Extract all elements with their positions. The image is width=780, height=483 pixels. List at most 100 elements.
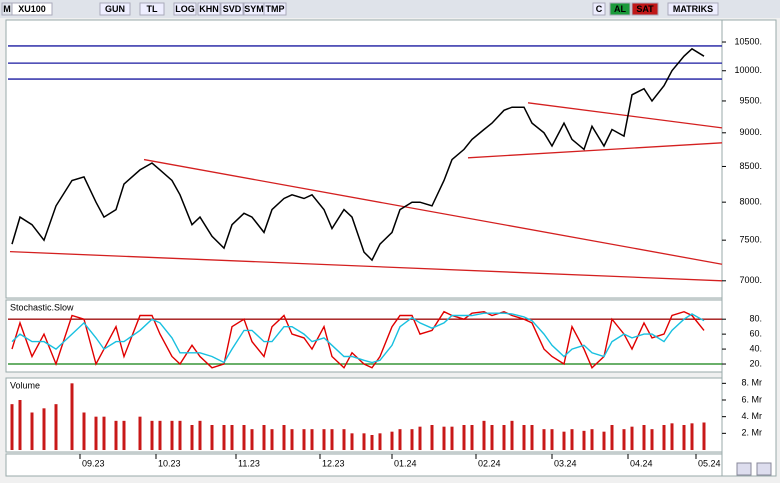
x-tick-label: 02.24	[478, 458, 501, 468]
x-tick-label: 03.24	[554, 458, 577, 468]
toolbar-button[interactable]	[139, 2, 165, 16]
stochastic-panel	[5, 299, 723, 373]
bar	[522, 425, 526, 450]
bar	[542, 429, 546, 450]
bar	[390, 431, 394, 450]
toolbar-label[interactable]: M	[3, 4, 11, 14]
toolbar-button[interactable]	[99, 2, 131, 16]
bar	[590, 429, 594, 450]
bar	[650, 429, 654, 450]
bar	[262, 425, 266, 450]
y-tick-label: 40.	[749, 343, 762, 353]
toolbar-button[interactable]	[197, 2, 221, 16]
bar	[310, 429, 314, 450]
y-tick-label: 9500.	[739, 95, 762, 105]
toolbar-button[interactable]	[263, 2, 287, 16]
bar	[378, 433, 382, 450]
bar	[290, 429, 294, 450]
toolbar-label[interactable]: XU100	[18, 4, 46, 14]
bar	[190, 425, 194, 450]
trend-line	[527, 102, 723, 129]
y-tick-label: 8500.	[739, 161, 762, 171]
bar	[322, 429, 326, 450]
y-tick-label: 9000.	[739, 127, 762, 137]
toolbar-label[interactable]: KHN	[199, 4, 219, 14]
bar	[622, 429, 626, 450]
toolbar-label[interactable]: AL	[614, 4, 626, 14]
y-tick-label: 2. Mr	[741, 428, 762, 438]
toolbar-button[interactable]	[173, 2, 197, 16]
y-tick-label: 7500.	[739, 235, 762, 245]
bar	[362, 433, 366, 450]
toolbar-label[interactable]: SAT	[636, 4, 654, 14]
toolbar-label[interactable]: TMP	[266, 4, 285, 14]
bar	[18, 400, 22, 450]
toolbar-button[interactable]	[592, 2, 606, 16]
bar	[442, 426, 446, 450]
bar	[530, 425, 534, 450]
bar	[230, 425, 234, 450]
toolbar-button[interactable]	[11, 2, 53, 16]
bar	[398, 429, 402, 450]
y-tick-label: 4. Mr	[741, 411, 762, 421]
bar	[250, 429, 254, 450]
x-tick-label: 01.24	[394, 458, 417, 468]
bar	[610, 425, 614, 450]
y-tick-label: 8000.	[739, 197, 762, 207]
bar	[662, 425, 666, 450]
toolbar-button[interactable]	[667, 2, 719, 16]
y-tick-label: 10500.	[734, 36, 762, 46]
trend-line	[9, 251, 723, 282]
bar	[410, 429, 414, 450]
bar	[94, 416, 98, 450]
bar	[702, 422, 706, 450]
data-line	[11, 310, 705, 369]
bar	[670, 423, 674, 450]
scroll-button[interactable]	[736, 462, 752, 476]
bar	[470, 425, 474, 450]
bar	[370, 435, 374, 450]
bar	[302, 429, 306, 450]
bar	[30, 412, 34, 450]
toolbar-label[interactable]: SYM	[244, 4, 264, 14]
zoom-button[interactable]	[756, 462, 772, 476]
bar	[690, 423, 694, 450]
value-axis	[721, 19, 777, 477]
toolbar-button[interactable]	[631, 2, 659, 16]
bar	[682, 425, 686, 450]
bar	[450, 426, 454, 450]
panel-title: Volume	[10, 380, 40, 390]
bar	[42, 408, 46, 450]
bar	[490, 425, 494, 450]
x-tick-label: 09.23	[82, 458, 105, 468]
bar	[582, 430, 586, 450]
bar	[82, 412, 86, 450]
bar	[462, 425, 466, 450]
date-axis	[5, 453, 723, 477]
bar	[198, 420, 202, 450]
toolbar-label[interactable]: GUN	[105, 4, 125, 14]
bar	[10, 404, 14, 450]
bar	[550, 429, 554, 450]
toolbar-label[interactable]: C	[596, 4, 603, 14]
bar	[562, 431, 566, 450]
y-tick-label: 7000.	[739, 275, 762, 285]
y-tick-label: 8. Mr	[741, 378, 762, 388]
toolbar-label[interactable]: SVD	[223, 4, 242, 14]
bar	[114, 420, 118, 450]
bar	[510, 420, 514, 450]
toolbar-label[interactable]: LOG	[175, 4, 195, 14]
bar	[54, 404, 58, 450]
toolbar-button[interactable]	[220, 2, 244, 16]
bar	[482, 420, 486, 450]
bar	[178, 420, 182, 450]
toolbar-button[interactable]	[609, 2, 631, 16]
toolbar-label[interactable]: MATRIKS	[673, 4, 713, 14]
bar	[222, 425, 226, 450]
toolbar-label[interactable]: TL	[147, 4, 158, 14]
data-line	[11, 312, 705, 364]
y-tick-label: 10000.	[734, 65, 762, 75]
data-line	[11, 47, 705, 262]
